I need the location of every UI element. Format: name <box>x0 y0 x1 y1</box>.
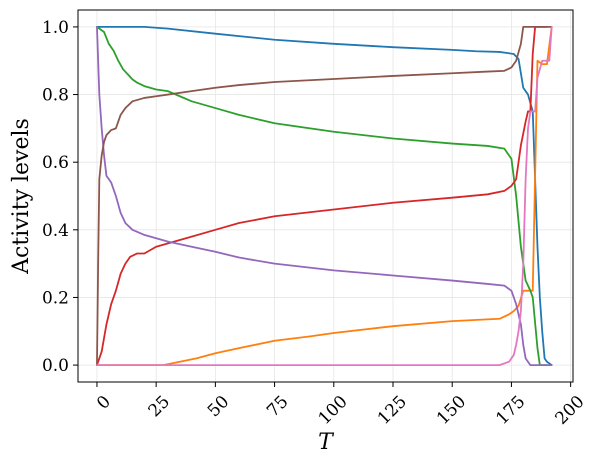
plot-frame <box>77 9 574 383</box>
y-axis-title: Activity levels <box>9 118 34 275</box>
series-line-2 <box>96 26 553 366</box>
series-line-7 <box>96 26 553 366</box>
series-line-5 <box>96 26 553 366</box>
series-line-3 <box>96 26 548 366</box>
y-tick-label: 0.0 <box>42 356 69 376</box>
y-tick-label: 1.0 <box>42 18 69 38</box>
x-axis-title: T <box>318 430 335 455</box>
y-axis-ticks: 0.0 0.2 0.4 0.6 0.8 1.0 <box>42 18 78 376</box>
y-tick-label: 0.2 <box>42 288 69 308</box>
series-line-6 <box>96 26 553 366</box>
plot-series <box>96 26 553 366</box>
series-line-1 <box>96 26 553 366</box>
y-tick-label: 0.8 <box>42 86 69 106</box>
y-tick-label: 0.4 <box>42 221 69 241</box>
y-tick-label: 0.6 <box>42 153 69 173</box>
